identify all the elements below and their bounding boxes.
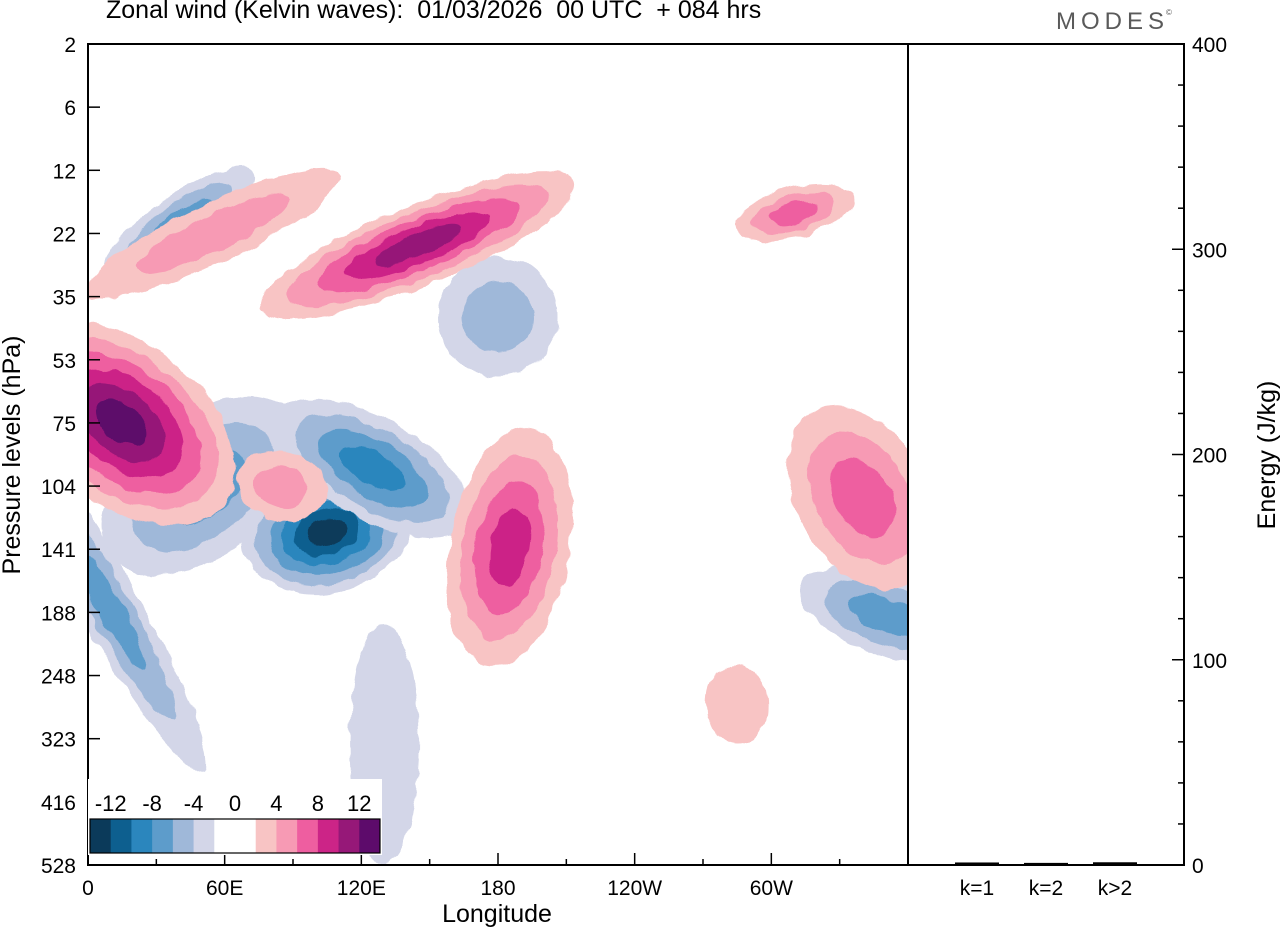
energy-tick-label: 0 [1192,855,1204,878]
y-tick-label: 22 [53,223,76,246]
energy-panel: 0 100 200 300 400 k=1 k=2 k>2 Energy (J/kg) [907,34,1280,900]
energy-tick-label: 400 [1192,34,1227,57]
y-tick-label: 75 [53,413,76,436]
y-axis-label: Pressure levels (hPa) [0,336,26,575]
x-tick-label: 0 [82,877,94,900]
y-tick-label: 248 [41,666,76,689]
energy-category-label: k=2 [1029,877,1063,900]
x-tick-label: 60W [750,877,793,900]
easterly-contour [848,593,908,636]
westerly-contour [254,464,309,508]
colorbar-swatch [214,819,236,853]
y-tick-label: 323 [41,729,76,752]
colorbar-swatch [297,819,319,853]
energy-bar [955,862,999,865]
easterly-contour [307,518,347,547]
x-tick-label: 60E [206,877,243,900]
energy-category-label: k>2 [1098,877,1132,900]
y-tick-label: 35 [53,287,76,310]
y-tick-label: 104 [41,476,76,499]
westerly-contour [707,664,768,745]
energy-tick-label: 200 [1192,445,1227,468]
colorbar-swatch [359,819,381,853]
x-axis-label: Longitude [442,900,552,928]
easterly-contour [339,445,406,492]
y-tick-label: 416 [41,792,76,815]
easterly-contour [88,512,146,669]
y-tick-label: 528 [41,855,76,878]
colorbar-swatch [152,819,174,853]
energy-plot-frame [907,43,1185,866]
westerly-contour [830,458,895,538]
colorbar-swatch [235,819,257,853]
colorbar-legend: -12 -8 -4 0 4 8 12 [88,779,382,855]
colorbar-label: 0 [229,791,241,816]
x-tick-label: 120E [337,877,386,900]
y-tick-label: 2 [64,34,76,57]
colorbar-label: 12 [347,791,371,816]
energy-bar [1024,862,1068,865]
brand-logo: MODES© [1056,8,1172,35]
energy-category-label: k=1 [960,877,994,900]
hovmoller-panel: 0 60E 120E 180 120W 60W 2 6 12 22 35 53 75 104 141 188… [0,34,909,928]
y-tick-label: 141 [41,539,76,562]
colorbar-label: 8 [312,791,324,816]
energy-tick-label: 300 [1192,239,1227,262]
colorbar-swatch [90,819,112,853]
energy-y-axis: 0 100 200 300 400 [1172,34,1227,878]
x-tick-label: 180 [480,877,515,900]
easterly-contour [462,280,534,353]
colorbar-swatch [131,819,153,853]
colorbar-swatch [255,819,277,853]
colorbar-swatch [317,819,340,853]
y-tick-label: 188 [41,602,76,625]
y-axis: 2 6 12 22 35 53 75 104 141 188 248 323 416 528 [41,34,100,878]
westerly-contour [488,508,531,588]
colorbar-swatch [193,819,215,853]
colorbar-swatch [276,819,298,853]
energy-bars: k=1 k=2 k>2 [955,862,1137,900]
colorbar-label: -4 [184,791,204,816]
colorbar-swatch [172,819,195,853]
westerly-contour [375,225,462,266]
westerly-contour [769,200,820,225]
x-axis: 0 60E 120E 180 120W 60W [82,853,909,900]
y-tick-label: 53 [53,350,76,373]
colorbar-label: -12 [95,791,127,816]
energy-bar [1093,862,1137,865]
colorbar-frame [89,818,381,854]
chart-title: Zonal wind (Kelvin waves): 01/03/2026 00… [106,0,762,24]
westerly-contour [136,194,290,273]
energy-tick-label: 100 [1192,650,1227,673]
westerly-contour [95,399,149,447]
y-tick-label: 12 [53,160,76,183]
colorbar-swatch [110,819,132,853]
energy-axis-label: Energy (J/kg) [1253,381,1280,530]
colorbar-label: -8 [142,791,162,816]
wind-contours [88,167,908,865]
x-tick-label: 120W [607,877,662,900]
y-tick-label: 6 [64,97,76,120]
colorbar-swatch [338,819,360,853]
colorbar-label: 4 [270,791,282,816]
